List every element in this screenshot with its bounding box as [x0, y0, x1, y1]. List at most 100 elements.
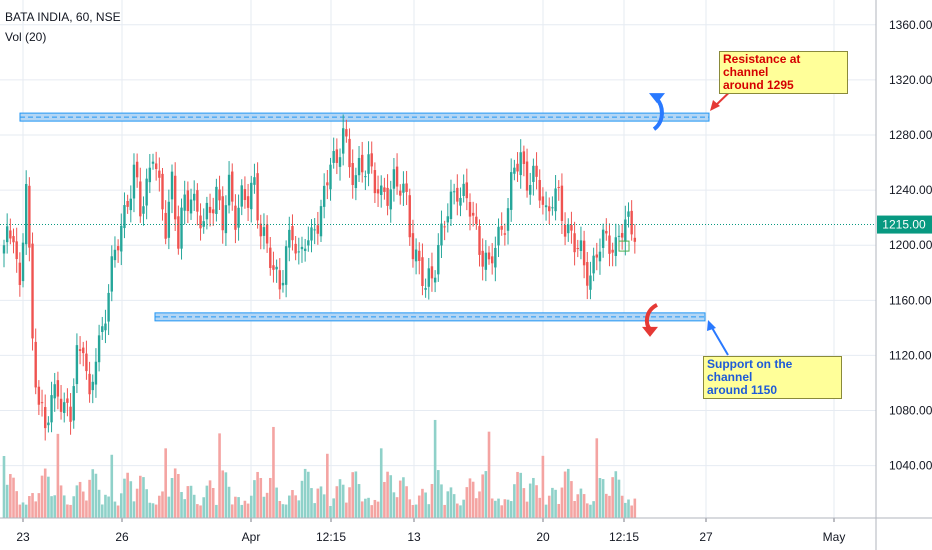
candle-body[interactable]	[494, 247, 497, 268]
candle-body[interactable]	[28, 185, 31, 248]
candle-body[interactable]	[582, 240, 586, 266]
candle-body[interactable]	[310, 227, 313, 241]
candle-body[interactable]	[186, 190, 190, 212]
candle-body[interactable]	[608, 235, 611, 254]
candle-body[interactable]	[402, 183, 405, 193]
candle-body[interactable]	[34, 341, 37, 388]
candle-body[interactable]	[104, 323, 107, 331]
candle-body[interactable]	[541, 196, 545, 205]
candle-body[interactable]	[614, 237, 618, 256]
candle-body[interactable]	[395, 166, 399, 187]
candle-body[interactable]	[56, 380, 60, 397]
candle-body[interactable]	[12, 236, 15, 243]
candle-body[interactable]	[307, 240, 310, 246]
candle-body[interactable]	[573, 233, 576, 253]
candle-body[interactable]	[595, 254, 598, 258]
candle-body[interactable]	[538, 179, 541, 201]
candle-body[interactable]	[196, 190, 199, 212]
candle-body[interactable]	[351, 163, 354, 185]
candle-body[interactable]	[427, 268, 430, 287]
candle-body[interactable]	[316, 225, 320, 234]
candle-body[interactable]	[424, 288, 427, 290]
candle-body[interactable]	[465, 182, 469, 199]
candle-body[interactable]	[430, 266, 434, 279]
candle-body[interactable]	[440, 223, 443, 246]
candle-body[interactable]	[551, 207, 554, 209]
resistance-annotation[interactable]: Resistance at channel around 1295	[719, 51, 848, 94]
candle-body[interactable]	[97, 335, 101, 363]
candle-body[interactable]	[173, 175, 177, 220]
candle-body[interactable]	[341, 128, 345, 154]
candle-body[interactable]	[234, 205, 237, 230]
candle-body[interactable]	[281, 282, 285, 286]
candle-body[interactable]	[326, 182, 329, 186]
candle-body[interactable]	[5, 226, 9, 243]
candle-body[interactable]	[297, 251, 301, 253]
candle-body[interactable]	[154, 163, 158, 170]
candle-body[interactable]	[624, 219, 627, 242]
candle-body[interactable]	[500, 226, 503, 230]
candle-body[interactable]	[66, 398, 69, 403]
candle-body[interactable]	[262, 227, 266, 236]
candle-body[interactable]	[265, 224, 269, 244]
candle-body[interactable]	[354, 175, 358, 189]
candle-body[interactable]	[132, 164, 136, 199]
candle-body[interactable]	[529, 184, 532, 195]
candle-body[interactable]	[506, 208, 510, 231]
candle-body[interactable]	[490, 256, 494, 264]
candle-body[interactable]	[221, 196, 224, 231]
candle-body[interactable]	[313, 229, 316, 231]
candle-body[interactable]	[484, 252, 488, 270]
candle-body[interactable]	[611, 249, 614, 253]
candle-body[interactable]	[373, 170, 377, 194]
candle-body[interactable]	[357, 157, 361, 176]
candle-body[interactable]	[405, 183, 408, 192]
candle-body[interactable]	[380, 185, 383, 195]
candle-body[interactable]	[18, 262, 22, 285]
candle-body[interactable]	[94, 361, 98, 385]
candle-body[interactable]	[548, 206, 551, 212]
candle-body[interactable]	[437, 245, 440, 275]
candle-body[interactable]	[231, 171, 234, 202]
candle-body[interactable]	[376, 189, 380, 194]
candle-body[interactable]	[288, 229, 291, 248]
candle-body[interactable]	[120, 225, 123, 252]
candle-body[interactable]	[101, 326, 104, 332]
candle-body[interactable]	[522, 151, 526, 164]
candle-body[interactable]	[421, 257, 424, 286]
candle-body[interactable]	[554, 188, 557, 212]
candle-body[interactable]	[31, 243, 34, 339]
candle-body[interactable]	[78, 349, 82, 351]
support-annotation[interactable]: Support on the channel around 1150	[703, 356, 842, 399]
candle-body[interactable]	[291, 226, 294, 241]
candle-body[interactable]	[199, 215, 202, 229]
candle-body[interactable]	[329, 164, 332, 190]
candle-body[interactable]	[135, 161, 139, 178]
candle-body[interactable]	[443, 226, 446, 228]
candle-body[interactable]	[383, 187, 386, 192]
candle-body[interactable]	[456, 187, 459, 202]
candle-body[interactable]	[570, 225, 573, 231]
candle-body[interactable]	[513, 167, 516, 174]
candle-body[interactable]	[164, 212, 167, 239]
candle-body[interactable]	[284, 246, 288, 285]
candle-body[interactable]	[620, 233, 624, 238]
candle-body[interactable]	[259, 223, 262, 237]
candle-body[interactable]	[50, 395, 53, 423]
candle-body[interactable]	[253, 177, 256, 185]
candle-body[interactable]	[148, 167, 152, 183]
candle-body[interactable]	[113, 249, 117, 261]
candle-body[interactable]	[414, 249, 418, 262]
candle-body[interactable]	[256, 173, 259, 221]
candle-body[interactable]	[627, 211, 630, 217]
candle-body[interactable]	[433, 277, 437, 283]
candle-body[interactable]	[579, 240, 583, 251]
candle-body[interactable]	[116, 246, 120, 251]
candle-body[interactable]	[617, 235, 621, 237]
candle-body[interactable]	[180, 207, 183, 249]
candle-body[interactable]	[462, 183, 465, 196]
candle-body[interactable]	[9, 230, 12, 239]
candle-body[interactable]	[123, 205, 126, 229]
candle-body[interactable]	[319, 206, 323, 237]
